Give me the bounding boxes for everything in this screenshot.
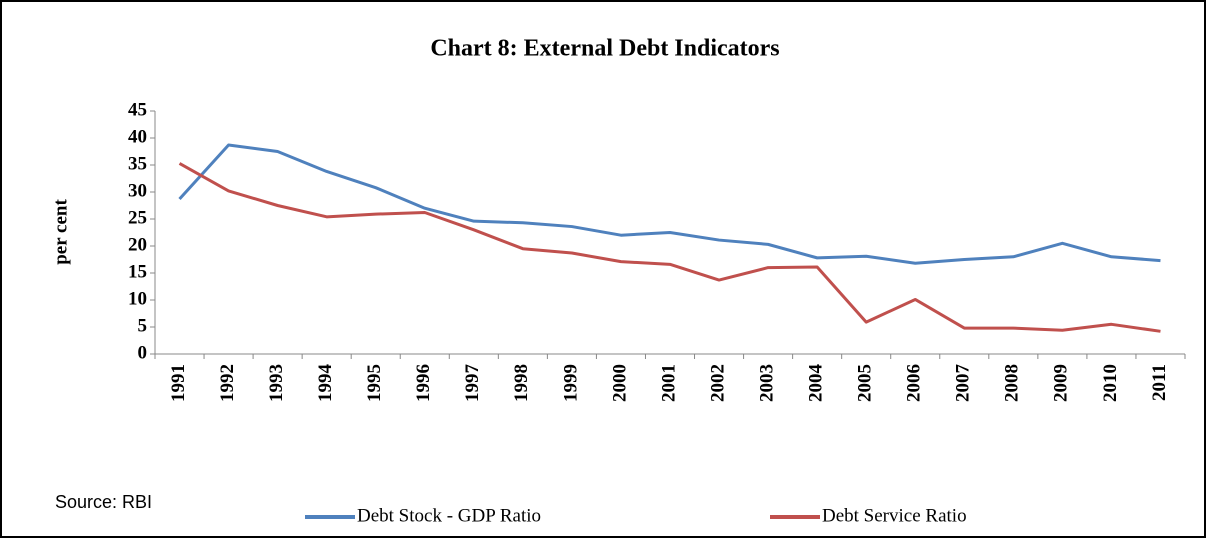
y-tick-label: 45 — [128, 99, 147, 120]
x-tick-label: 1996 — [413, 364, 434, 402]
x-tick-label: 1992 — [217, 364, 238, 402]
y-axis-label: per cent — [50, 199, 71, 265]
chart-title: Chart 8: External Debt Indicators — [430, 36, 779, 62]
x-tick-label: 2010 — [1100, 364, 1121, 402]
x-tick-label: 1991 — [168, 364, 189, 402]
x-tick-label: 1993 — [266, 364, 287, 402]
y-tick-label: 0 — [138, 342, 148, 363]
y-tick-label: 35 — [128, 153, 147, 174]
x-tick-label: 2000 — [609, 364, 630, 402]
source: Source: RBI — [55, 492, 152, 512]
y-tick-label: 10 — [128, 288, 147, 309]
x-tick-label: 1997 — [462, 364, 483, 403]
x-tick-label: 2002 — [707, 364, 728, 402]
x-tick-label: 1995 — [364, 364, 385, 402]
y-tick-label: 20 — [128, 234, 147, 255]
x-tick-label: 2009 — [1051, 364, 1072, 402]
y-tick-label: 15 — [128, 261, 147, 282]
legend-label: Debt Stock - GDP Ratio — [357, 505, 541, 526]
y-tick-label: 25 — [128, 207, 147, 228]
x-tick-label: 2006 — [904, 364, 925, 402]
x-tick-label: 2004 — [806, 364, 827, 403]
x-tick-label: 2008 — [1002, 364, 1023, 402]
x-tick-label: 2001 — [658, 364, 679, 402]
y-tick-label: 30 — [128, 180, 147, 201]
x-tick-label: 1994 — [315, 364, 336, 403]
legend-label: Debt Service Ratio — [822, 505, 967, 526]
y-tick-label: 5 — [138, 315, 148, 336]
x-tick-label: 1999 — [560, 364, 581, 402]
y-tick-label: 40 — [128, 126, 147, 147]
x-tick-label: 2011 — [1149, 364, 1170, 401]
x-tick-label: 2003 — [756, 364, 777, 402]
series-line — [178, 162, 1161, 333]
x-tick-label: 2007 — [953, 364, 974, 403]
series-line — [178, 143, 1161, 265]
x-tick-label: 1998 — [511, 364, 532, 402]
x-tick-label: 2005 — [855, 364, 876, 402]
